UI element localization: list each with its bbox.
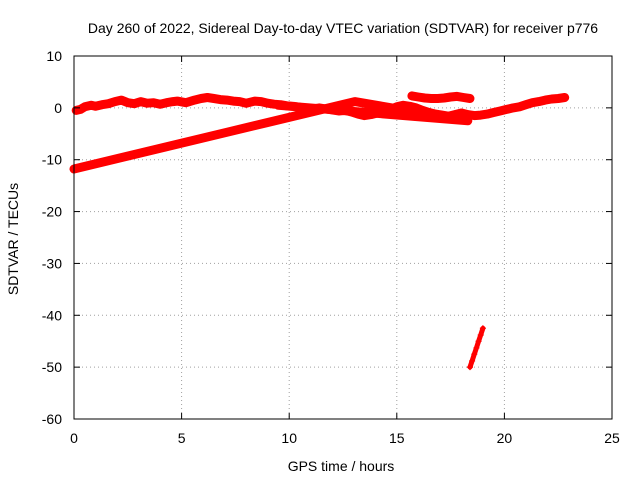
data-point [503,106,510,113]
data-point [458,110,465,117]
data-point [529,99,536,106]
data-point [230,98,237,105]
data-point [415,93,422,100]
data-point [548,96,555,103]
data-point [223,97,230,104]
x-tick-label: 10 [281,430,297,446]
data-point [473,344,480,351]
data-point [464,117,471,124]
data-point [81,103,88,110]
y-axis-label: SDTVAR / TECUs [5,183,21,295]
series-band [69,97,473,174]
data-point [479,325,486,332]
y-tick-label: 0 [54,100,62,116]
data-point [408,92,415,99]
data-point [522,101,529,108]
data-point [542,97,549,104]
series-steep-track [466,325,486,371]
data-point [510,104,517,111]
data-point [243,100,250,107]
data-point [217,96,224,103]
data-point [111,98,118,105]
y-tick-label: -40 [42,307,62,323]
series-scattered-points [69,97,473,174]
x-tick-label: 20 [497,430,513,446]
data-point [466,95,473,102]
data-point [105,100,112,107]
data-point [210,95,217,102]
y-tick-label: -60 [42,411,62,427]
data-point [204,94,211,101]
x-axis-label: GPS time / hours [288,458,395,474]
data-point [137,98,144,105]
y-tick-label: 10 [46,48,62,64]
data-point [118,97,125,104]
x-tick-label: 15 [389,430,405,446]
data-point [251,98,258,105]
data-point [157,101,164,108]
data-point [197,95,204,102]
data-point [471,351,478,358]
x-tick-label: 25 [604,430,620,446]
data-point [163,99,170,106]
data-point [124,99,131,106]
plot-frame [73,55,613,420]
data-point [535,98,542,105]
data-point [131,100,138,107]
data-point [77,106,84,113]
data-point [258,98,265,105]
data-point [555,95,562,102]
data-point [88,102,95,109]
y-tick-label: -10 [42,152,62,168]
data-point [92,103,99,110]
data-point [466,364,473,371]
data-point [351,98,358,105]
data-point [428,95,435,102]
data-point [236,98,243,105]
chart-title: Day 260 of 2022, Sidereal Day-to-day VTE… [88,20,598,36]
data-point [150,99,157,106]
data-point [421,95,428,102]
x-tick-label: 5 [178,430,186,446]
data-point [475,338,482,345]
data-point [484,111,491,118]
data-point [454,93,461,100]
y-tick-label: -20 [42,204,62,220]
data-point [144,100,151,107]
x-tick-label: 0 [70,430,78,446]
data-point [441,95,448,102]
data-point [447,93,454,100]
data-point [275,102,282,109]
data-point [516,103,523,110]
series-band [407,91,475,103]
y-tick-label: -30 [42,255,62,271]
series-upper-arc [407,91,475,103]
data-point [477,112,484,119]
data-layer [69,91,570,371]
data-point [471,112,478,119]
ticks-layer: 0 5 10 15 20 25 10 0 -10 -20 -30 -40 -50 -60 [42,48,620,446]
y-tick-label: -50 [42,359,62,375]
data-point [477,331,484,338]
data-point [561,94,568,101]
data-point [191,97,198,104]
data-point [174,98,181,105]
data-point [497,107,504,114]
data-point [434,95,441,102]
data-point [182,99,189,106]
data-point [98,101,105,108]
data-point [264,100,271,107]
data-point [460,94,467,101]
data-point [469,357,476,364]
data-point [490,109,497,116]
